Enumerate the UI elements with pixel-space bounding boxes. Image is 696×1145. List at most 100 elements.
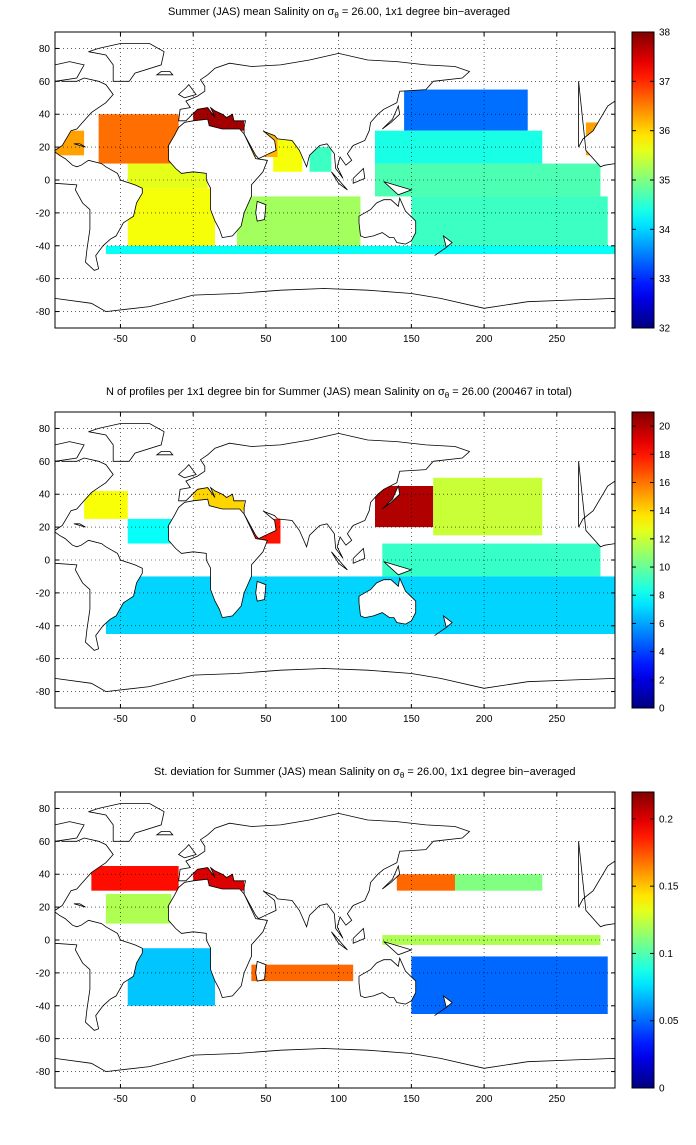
title-suffix: = 26.00, 1x1 degree bin−averaged	[338, 6, 511, 18]
x-tick-label: 0	[190, 334, 196, 345]
y-tick-label: 60	[39, 457, 51, 468]
colorbar	[631, 411, 655, 709]
land-mass	[383, 181, 413, 196]
land-mass	[578, 81, 615, 168]
region-cell	[404, 89, 528, 131]
land-mass	[382, 484, 401, 510]
profile-count-panel: N of profiles per 1x1 degree bin for Sum…	[0, 380, 696, 760]
region-cell	[411, 956, 608, 1014]
y-tick-label: 20	[39, 143, 51, 154]
colorbar-tick-label: 10	[659, 563, 671, 574]
region-cell	[396, 874, 455, 891]
title-subscript: θ	[334, 11, 339, 21]
land-mass	[55, 151, 143, 271]
y-tick-label: 20	[39, 903, 51, 914]
y-tick-label: -80	[36, 687, 51, 698]
y-tick-label: -80	[36, 1067, 51, 1078]
colorbar-tick-label: 6	[659, 619, 665, 630]
x-tick-label: -50	[113, 1094, 128, 1105]
land-mass	[88, 423, 165, 462]
y-tick-label: -20	[36, 968, 51, 979]
colorbar-tick-label: 0.05	[659, 1016, 679, 1027]
land-mass	[155, 71, 174, 76]
x-tick-label: 250	[548, 1094, 565, 1105]
std-deviation-panel: St. deviation for Summer (JAS) mean Sali…	[0, 760, 696, 1140]
land-mass	[382, 104, 401, 130]
land-mass	[578, 461, 615, 548]
grid-lines	[55, 32, 615, 328]
region-cell	[105, 245, 615, 254]
salinity-map: -50 0 50 100 150 200 250 -80 -60 -40 -20 0 20 40 60 80 3…	[36, 28, 671, 346]
y-tick-label: 80	[39, 424, 51, 435]
y-tick-label: 60	[39, 77, 51, 88]
y-tick-label: 40	[39, 870, 51, 881]
y-tick-label: 80	[39, 44, 51, 55]
land-mass	[55, 531, 143, 651]
land-mass	[155, 831, 174, 836]
land-mass	[73, 903, 86, 908]
land-mass	[255, 580, 267, 602]
region-cell	[98, 114, 179, 164]
land-mass	[352, 547, 366, 564]
y-tick-label: 40	[39, 110, 51, 121]
land-mass	[177, 843, 197, 859]
colorbar-tick-label: 14	[659, 506, 671, 517]
land-mass	[434, 614, 453, 636]
colorbar-tick-label: 2	[659, 675, 665, 686]
colorbar-tick-label: 0	[659, 1084, 665, 1095]
profile-count-map: -50 0 50 100 150 200 250 -80 -60 -40 -20 0 20 40 60 80 0…	[36, 411, 671, 725]
x-tick-label: 200	[476, 714, 493, 725]
x-tick-label: 0	[190, 714, 196, 725]
x-tick-label: 50	[260, 714, 272, 725]
title-prefix: N of profiles per 1x1 degree bin for Sum…	[106, 386, 445, 398]
colorbar-tick-label: 0	[659, 704, 665, 715]
std-deviation-map: -50 0 50 100 150 200 250 -80 -60 -40 -20 0 20 40 60 80 0…	[36, 791, 679, 1105]
land-mass	[383, 561, 413, 576]
y-tick-label: 0	[44, 176, 50, 187]
colorbar-tick-label: 16	[659, 478, 671, 489]
land-mass	[331, 171, 348, 191]
x-tick-label: 100	[330, 334, 347, 345]
colorbar-tick-label: 38	[659, 28, 671, 39]
region-cell	[84, 490, 128, 519]
grid-lines	[55, 792, 615, 1088]
colorbar-tick-label: 33	[659, 274, 671, 285]
colorbar-tick-label: 8	[659, 591, 665, 602]
x-tick-label: 200	[476, 334, 493, 345]
title-suffix: = 26.00, 1x1 degree bin−averaged	[404, 766, 576, 778]
y-tick-label: -60	[36, 654, 51, 665]
region-cell	[455, 874, 543, 891]
x-tick-label: 100	[330, 1094, 347, 1105]
region-cell	[309, 147, 332, 172]
region-cell	[433, 477, 543, 536]
land-mass	[55, 441, 85, 462]
land-mass	[578, 841, 615, 928]
title-subscript: θ	[399, 771, 405, 781]
x-tick-label: -50	[113, 714, 128, 725]
x-tick-label: 100	[330, 714, 347, 725]
x-tick-label: 0	[190, 1094, 196, 1105]
x-tick-label: 250	[548, 334, 565, 345]
colorbar-tick-label: 12	[659, 534, 671, 545]
land-mass	[434, 234, 453, 256]
y-tick-label: 0	[44, 556, 50, 567]
y-tick-label: -40	[36, 1001, 51, 1012]
region-cell	[236, 196, 361, 254]
y-tick-label: -20	[36, 588, 51, 599]
land-mass	[73, 523, 86, 528]
land-mass	[55, 837, 114, 911]
land-mass	[177, 463, 197, 479]
colorbar-tick-label: 37	[659, 77, 671, 88]
land-mass	[88, 43, 165, 82]
land-mass	[55, 288, 615, 328]
x-tick-label: 150	[403, 1094, 420, 1105]
title-prefix: Summer (JAS) mean Salinity on σ	[168, 6, 335, 18]
title-subscript: θ	[444, 391, 450, 401]
region-cell	[91, 866, 179, 891]
land-mass	[331, 551, 348, 571]
x-tick-label: 150	[403, 334, 420, 345]
colorbar-tick-label: 0.15	[659, 882, 679, 893]
y-tick-label: -80	[36, 307, 51, 318]
land-mass	[155, 451, 174, 456]
colorbar-tick-label: 0.2	[659, 814, 673, 825]
